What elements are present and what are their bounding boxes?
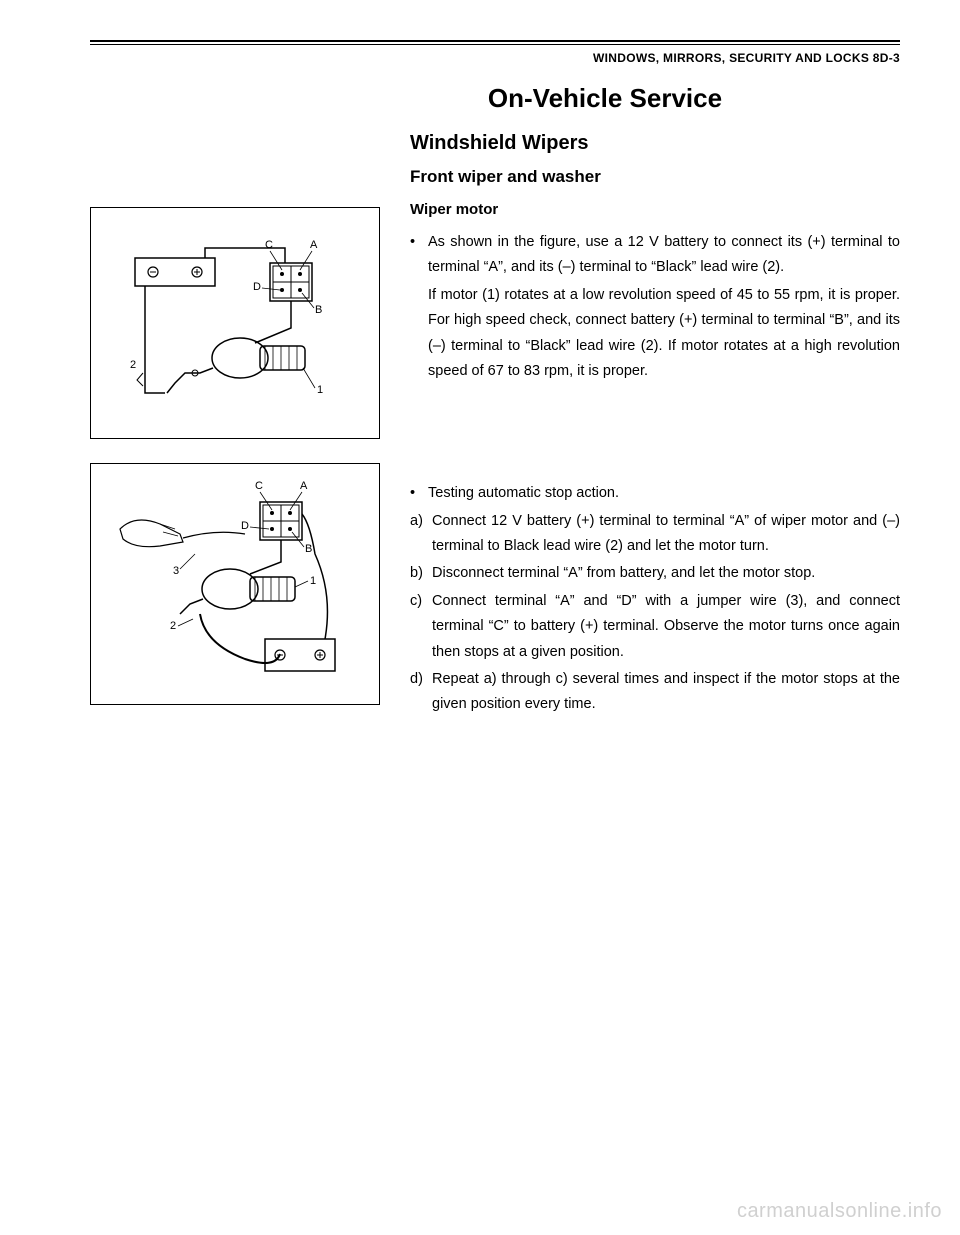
heading-h4: Wiper motor [410, 201, 900, 218]
fig2-label-1: 1 [310, 575, 316, 587]
fig1-label-c: C [265, 239, 273, 251]
fig1-label-1: 1 [317, 384, 323, 396]
block1-bullet-text: As shown in the figure, use a 12 V batte… [428, 230, 900, 281]
block1-para: If motor (1) rotates at a low revolution… [428, 283, 900, 385]
block-2: • Testing automatic stop action. a) Conn… [410, 481, 900, 717]
bullet-icon: • [410, 481, 428, 506]
step-d-label: d) [410, 667, 432, 718]
fig2-label-a: A [300, 480, 308, 492]
block2-bullet-text: Testing automatic stop action. [428, 481, 900, 506]
fig1-label-a: A [310, 239, 318, 251]
figure-1: C A D B [90, 207, 380, 439]
header-rule [90, 40, 900, 45]
main-title: On-Vehicle Service [310, 83, 900, 114]
block-1: • As shown in the figure, use a 12 V bat… [410, 230, 900, 384]
step-a-label: a) [410, 509, 432, 560]
watermark: carmanualsonline.info [737, 1200, 942, 1223]
fig2-label-d: D [241, 520, 249, 532]
figures-column: C A D B [90, 132, 380, 729]
fig2-label-b: B [305, 543, 312, 555]
text-column: Windshield Wipers Front wiper and washer… [410, 132, 900, 729]
bullet-icon: • [410, 230, 428, 281]
fig2-label-3: 3 [173, 565, 179, 577]
fig1-label-b: B [315, 304, 322, 316]
heading-h2: Windshield Wipers [410, 132, 900, 155]
step-c-label: c) [410, 589, 432, 665]
step-b-label: b) [410, 561, 432, 586]
fig2-label-2: 2 [170, 620, 176, 632]
figure-2: C A D B [90, 463, 380, 705]
figure-2-svg: C A D B [105, 474, 365, 694]
fig2-label-c: C [255, 480, 263, 492]
figure-1-svg: C A D B [105, 218, 365, 428]
step-c-text: Connect terminal “A” and “D” with a jump… [432, 589, 900, 665]
fig1-label-d: D [253, 281, 261, 293]
step-d-text: Repeat a) through c) several times and i… [432, 667, 900, 718]
step-b-text: Disconnect terminal “A” from battery, an… [432, 561, 900, 586]
page-header: WINDOWS, MIRRORS, SECURITY AND LOCKS 8D-… [90, 51, 900, 65]
fig1-label-2: 2 [130, 359, 136, 371]
step-a-text: Connect 12 V battery (+) terminal to ter… [432, 509, 900, 560]
heading-h3: Front wiper and washer [410, 167, 900, 187]
